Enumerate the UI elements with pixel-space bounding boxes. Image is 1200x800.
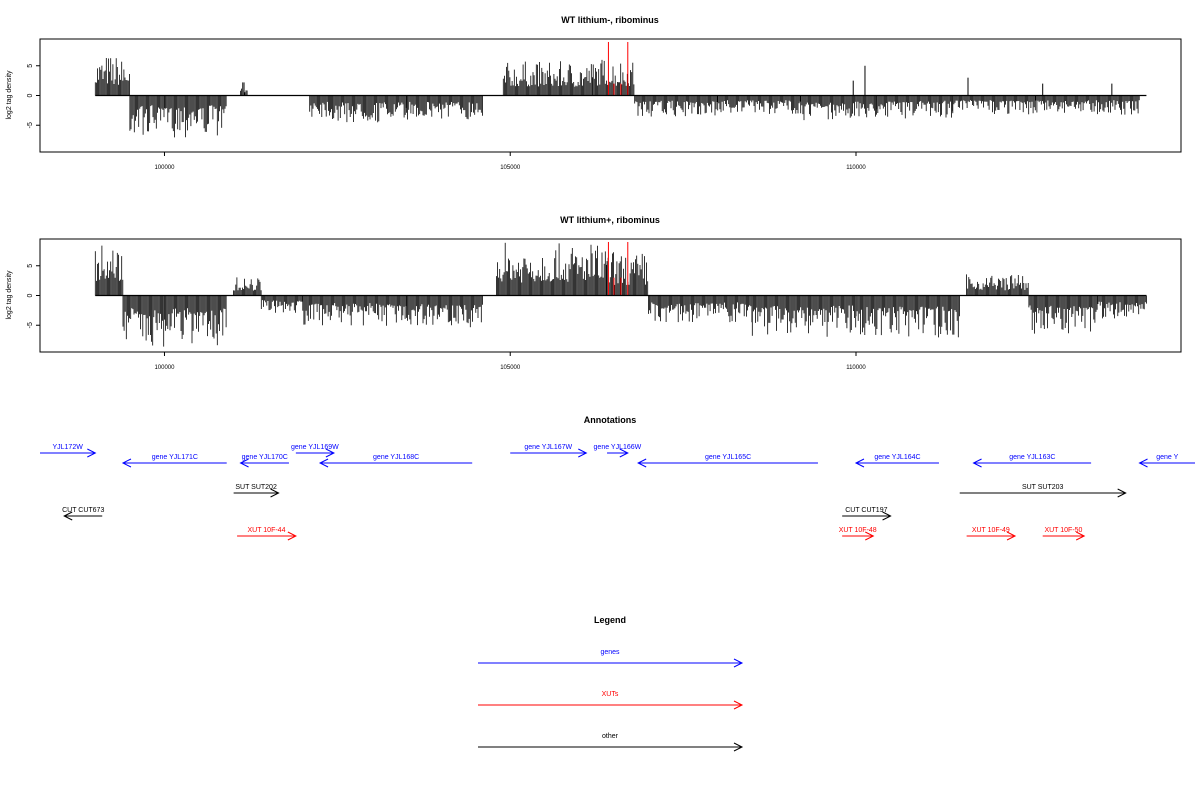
x-tick-label: 110000 [846, 365, 866, 371]
gene-label: gene YJL163C [1009, 454, 1055, 461]
x-tick-label: 100000 [154, 165, 175, 171]
gene-arrow [854, 458, 939, 468]
other-arrow [233, 488, 280, 498]
xut-label: XUT 10F-49 [972, 527, 1010, 534]
gene-label: gene YJL171C [152, 454, 198, 461]
gene-arrow [510, 448, 588, 458]
gene-arrow [239, 458, 289, 468]
annotations-title: Annotations [584, 415, 637, 425]
gene-arrow [1138, 458, 1195, 468]
gene-label: gene YJL164C [874, 454, 920, 461]
coverage-bars [94, 242, 1147, 347]
legend-arrow [478, 700, 744, 710]
legend-arrow [478, 742, 744, 752]
coverage-bars [94, 58, 1140, 138]
gene-arrow [318, 458, 473, 468]
x-tick-label: 105000 [500, 365, 521, 371]
x-tick-label: 105000 [500, 165, 521, 171]
xut-label: XUT 10F-48 [839, 527, 877, 534]
gene-label: gene YJL170C [242, 454, 288, 461]
other-arrow [842, 511, 892, 521]
panel-lithium-minus: WT lithium-, ribominus log2 tag density … [6, 15, 1182, 171]
other-label: CUT CUT197 [845, 507, 887, 514]
xut-label: XUT 10F-50 [1044, 527, 1082, 534]
gene-label: gene YJL165C [705, 454, 751, 461]
gene-arrow [607, 448, 629, 458]
xut-arrow [1042, 531, 1086, 541]
axes: 100000 105000 110000 -5 0 5 [27, 64, 1147, 171]
other-arrow [63, 511, 103, 521]
gene-arrow [295, 448, 336, 458]
y-tick-label: 5 [27, 64, 34, 68]
xut-arrow [237, 531, 297, 541]
y-tick-label: 5 [27, 264, 34, 268]
x-tick-label: 100000 [154, 365, 175, 371]
xut-arrow [966, 531, 1017, 541]
legend: genes XUTs other [478, 649, 744, 752]
gene-arrow [637, 458, 818, 468]
other-arrow [959, 488, 1127, 498]
y-tick-label: -5 [27, 322, 34, 328]
xut-arrow [842, 531, 875, 541]
legend-title: Legend [594, 615, 626, 625]
highlight-marks [607, 41, 629, 96]
gene-label: gene YJL169W [291, 444, 339, 451]
panel-lithium-plus: WT lithium+, ribominus log2 tag density … [6, 215, 1182, 371]
y-tick-label: 0 [27, 293, 34, 297]
y-axis-label: log2 tag density [6, 270, 13, 320]
panel-title: WT lithium-, ribominus [561, 15, 659, 25]
highlight-marks [607, 241, 629, 296]
gene-label: gene YJL166W [594, 444, 642, 451]
legend-label: other [602, 733, 619, 740]
y-axis-label: log2 tag density [6, 70, 13, 120]
other-label: CUT CUT673 [62, 507, 104, 514]
x-tick-label: 110000 [846, 165, 866, 171]
legend-arrow [478, 658, 744, 668]
y-tick-label: 0 [27, 93, 34, 97]
gene-label: gene YJL167W [524, 444, 572, 451]
legend-label: genes [600, 649, 620, 656]
other-label: SUT SUT202 [235, 484, 277, 491]
gene-arrow [40, 448, 97, 458]
panel-title: WT lithium+, ribominus [560, 215, 660, 225]
gene-arrow [121, 458, 227, 468]
gene-label: gene YJL168C [373, 454, 419, 461]
gene-label: gene Y [1156, 454, 1178, 461]
gene-label: YJL172W [52, 444, 83, 451]
gene-arrow [972, 458, 1092, 468]
xut-label: XUT 10F-44 [247, 527, 285, 534]
axes: 100000 105000 110000 -5 0 5 [27, 264, 1147, 371]
y-tick-label: -5 [27, 122, 34, 128]
legend-label: XUTs [602, 691, 619, 698]
other-label: SUT SUT203 [1022, 484, 1064, 491]
